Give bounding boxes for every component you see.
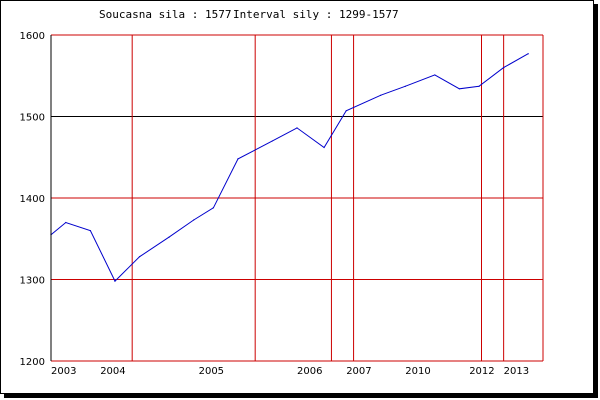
x-tick-label: 2012 [469,366,494,377]
data-point [89,230,91,232]
x-tick-label: 2005 [199,366,224,377]
x-tick-label: 2010 [405,366,430,377]
x-tick-label: 2006 [297,366,322,377]
data-point [212,207,214,209]
line-chart: Soucasna sila : 1577 Interval sily : 129… [20,8,544,377]
x-tick-label: 2007 [346,366,371,377]
data-point [65,221,67,224]
data-point [193,219,195,221]
data-point [237,158,239,160]
data-point [503,67,505,69]
series-layer [50,53,529,282]
y-tick-label: 1400 [20,194,45,205]
data-point [271,140,273,142]
y-tick-label: 1500 [20,113,45,124]
y-tick-label: 1300 [20,276,45,287]
data-point [138,256,141,258]
series-line [50,53,529,282]
x-tick-label: 2003 [51,366,76,377]
data-point [478,85,480,87]
strength-interval-label: Interval sily : 1299-1577 [233,8,399,21]
data-point [434,74,436,76]
data-point [168,236,170,238]
data-point [527,53,529,55]
data-point [296,127,298,129]
tick-label-layer: 1200 1300 1400 1500 1600 2003 2004 2005 2006 2007… [20,31,530,377]
x-tick-label: 2004 [100,366,125,377]
data-point [380,94,382,96]
data-point [404,85,406,87]
chart-frame: Soucasna sila : 1577 Interval sily : 129… [0,0,594,394]
y-tick-label: 1200 [20,357,45,368]
y-tick-label: 1600 [20,31,45,42]
current-strength-label: Soucasna sila : 1577 [99,8,231,21]
grid-layer [50,34,544,362]
data-point [345,110,347,112]
x-tick-label: 2013 [504,366,529,377]
data-point [114,280,116,282]
data-point [458,88,460,90]
data-point [323,146,325,149]
